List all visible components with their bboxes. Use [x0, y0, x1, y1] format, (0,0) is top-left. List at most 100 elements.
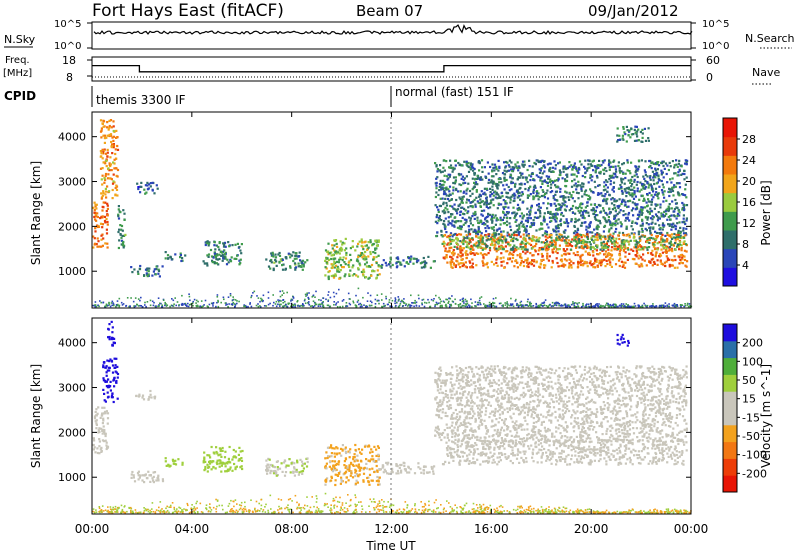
- data-cell: [152, 270, 155, 273]
- data-cell: [92, 235, 95, 238]
- data-cell: [488, 249, 492, 252]
- data-cell: [681, 172, 684, 175]
- data-cell: [488, 304, 491, 306]
- data-cell: [282, 301, 284, 304]
- nsky-label: N.Sky: [4, 33, 36, 46]
- data-cell: [624, 245, 627, 248]
- data-cell: [212, 305, 214, 307]
- data-cell: [226, 303, 228, 306]
- data-cell: [441, 210, 444, 213]
- data-cell: [496, 264, 499, 267]
- data-cell: [679, 258, 682, 261]
- data-cell: [611, 208, 614, 211]
- data-cell: [307, 296, 309, 299]
- data-cell: [412, 262, 415, 265]
- data-cell: [333, 260, 336, 263]
- data-cell: [483, 247, 486, 250]
- data-cell: [471, 224, 475, 227]
- data-cell: [234, 303, 236, 305]
- data-cell: [598, 262, 601, 265]
- data-cell: [616, 176, 619, 179]
- data-cell: [363, 304, 365, 306]
- data-cell: [294, 268, 297, 271]
- data-cell: [445, 303, 447, 306]
- data-cell: [643, 199, 646, 202]
- data-cell: [147, 273, 150, 276]
- data-cell: [109, 305, 112, 308]
- data-cell: [665, 245, 668, 248]
- data-cell: [108, 369, 111, 372]
- data-cell: [622, 172, 625, 175]
- data-cell: [606, 262, 609, 266]
- data-cell: [573, 162, 576, 165]
- data-cell: [265, 258, 268, 261]
- data-cell: [581, 213, 585, 216]
- data-cell: [148, 267, 151, 270]
- data-cell: [286, 291, 288, 294]
- data-cell: [602, 216, 605, 219]
- data-cell: [543, 266, 546, 269]
- data-cell: [439, 302, 441, 304]
- data-cell: [605, 243, 608, 246]
- data-cell: [339, 256, 342, 259]
- data-cell: [522, 304, 524, 306]
- data-cell: [455, 237, 458, 240]
- data-cell: [580, 245, 583, 248]
- data-cell: [685, 204, 689, 207]
- data-cell: [108, 124, 111, 128]
- data-cell: [447, 177, 450, 180]
- data-cell: [533, 216, 536, 219]
- data-cell: [542, 241, 545, 244]
- data-cell: [349, 247, 352, 250]
- data-cell: [478, 299, 481, 302]
- data-cell: [489, 237, 493, 241]
- data-cell: [437, 193, 440, 197]
- data-cell: [553, 302, 556, 304]
- data-cell: [577, 180, 580, 183]
- data-cell: [228, 303, 230, 305]
- data-cell: [581, 259, 584, 262]
- data-cell: [468, 228, 471, 231]
- data-cell: [270, 261, 273, 264]
- data-cell: [496, 248, 499, 251]
- data-cell: [676, 266, 679, 269]
- data-cell: [545, 192, 548, 195]
- data-cell: [191, 302, 194, 304]
- data-cell: [385, 297, 387, 300]
- data-cell: [478, 230, 482, 233]
- velocity-data: [92, 320, 692, 514]
- data-cell: [532, 178, 535, 181]
- data-cell: [475, 189, 478, 192]
- data-cell: [608, 212, 611, 215]
- data-cell: [659, 260, 662, 263]
- data-cell: [559, 187, 562, 191]
- data-cell: [471, 192, 474, 195]
- colorbar-tick-label: 24: [742, 154, 756, 167]
- data-cell: [144, 192, 147, 195]
- data-cell: [643, 187, 646, 190]
- data-cell: [501, 239, 504, 243]
- data-cell: [637, 168, 640, 171]
- data-cell: [563, 253, 566, 256]
- data-cell: [216, 301, 218, 304]
- data-cell: [622, 233, 625, 236]
- data-cell: [261, 298, 263, 301]
- data-cell: [294, 263, 297, 266]
- data-cell: [586, 167, 589, 170]
- data-cell: [396, 256, 399, 259]
- data-cell: [486, 224, 489, 228]
- data-cell: [459, 233, 463, 236]
- data-cell: [347, 261, 350, 264]
- data-cell: [664, 210, 667, 213]
- data-cell: [188, 293, 190, 295]
- data-cell: [414, 302, 417, 304]
- data-cell: [613, 159, 616, 162]
- data-cell: [570, 264, 573, 267]
- data-cell: [273, 301, 275, 304]
- data-cell: [542, 264, 546, 267]
- data-cell: [94, 305, 96, 308]
- data-cell: [322, 305, 325, 308]
- data-cell: [441, 304, 443, 307]
- data-cell: [519, 253, 522, 256]
- data-cell: [360, 303, 363, 306]
